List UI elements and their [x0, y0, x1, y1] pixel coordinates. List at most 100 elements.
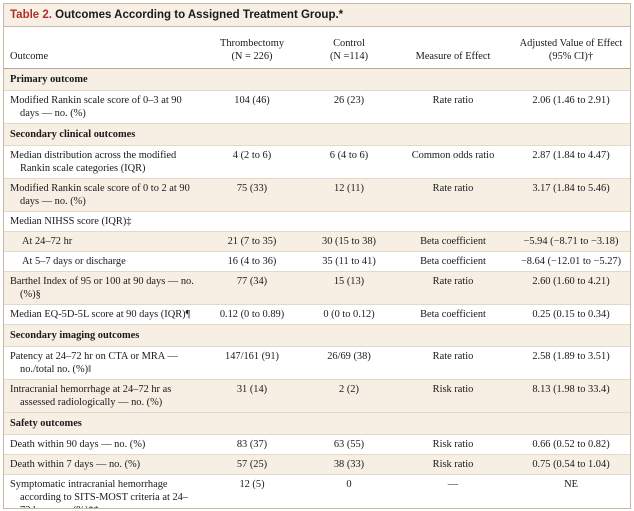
cell-adjusted: 3.17 (1.84 to 5.46) — [512, 178, 630, 212]
section-header-row: Safety outcomes — [4, 412, 630, 435]
table-frame: Table 2. Outcomes According to Assigned … — [3, 3, 631, 509]
table-row: Death within 90 days — no. (%) 83 (37) 63 … — [4, 434, 630, 455]
cell-outcome: Intracranial hemorrhage at 24–72 hr as a… — [4, 379, 200, 413]
section-header-row: Secondary clinical outcomes — [4, 123, 630, 146]
cell-control: 12 (11) — [304, 178, 394, 212]
header-measure: Measure of Effect — [394, 27, 512, 69]
cell-outcome: Barthel Index of 95 or 100 at 90 days — … — [4, 271, 200, 305]
section-header-label: Secondary clinical outcomes — [4, 123, 630, 146]
cell-measure: Beta coefficient — [394, 231, 512, 252]
cell-measure: Beta coefficient — [394, 304, 512, 325]
outcome-label: Median distribution across the modified … — [10, 150, 177, 174]
cell-thrombectomy: 75 (33) — [200, 178, 304, 212]
table-row: Intracranial hemorrhage at 24–72 hr as a… — [4, 379, 630, 413]
cell-control: 26 (23) — [304, 90, 394, 124]
cell-thrombectomy — [200, 211, 304, 232]
header-thrombectomy-n: (N = 226) — [231, 51, 273, 62]
cell-outcome: Median distribution across the modified … — [4, 145, 200, 179]
cell-thrombectomy: 147/161 (91) — [200, 346, 304, 380]
header-row: Outcome Thrombectomy (N = 226) Control (… — [4, 27, 630, 69]
cell-control: 35 (11 to 41) — [304, 251, 394, 272]
cell-control: 26/69 (38) — [304, 346, 394, 380]
cell-adjusted: 0.75 (0.54 to 1.04) — [512, 454, 630, 475]
cell-outcome: Symptomatic intracranial hemorrhage acco… — [4, 474, 200, 508]
cell-thrombectomy: 83 (37) — [200, 434, 304, 455]
cell-outcome: Patency at 24–72 hr on CTA or MRA — no./… — [4, 346, 200, 380]
cell-adjusted: 2.06 (1.46 to 2.91) — [512, 90, 630, 124]
cell-measure: Rate ratio — [394, 271, 512, 305]
table-row: Barthel Index of 95 or 100 at 90 days — … — [4, 271, 630, 305]
cell-adjusted: NE — [512, 474, 630, 508]
cell-outcome: Death within 90 days — no. (%) — [4, 434, 200, 455]
cell-thrombectomy: 12 (5) — [200, 474, 304, 508]
outcome-label: Symptomatic intracranial hemorrhage acco… — [10, 479, 189, 508]
cell-measure: Rate ratio — [394, 178, 512, 212]
cell-outcome: At 24–72 hr — [4, 231, 200, 252]
cell-thrombectomy: 0.12 (0 to 0.89) — [200, 304, 304, 325]
cell-adjusted: 0.66 (0.52 to 0.82) — [512, 434, 630, 455]
cell-adjusted — [512, 211, 630, 232]
cell-measure — [394, 211, 512, 232]
cell-control: 63 (55) — [304, 434, 394, 455]
table-row: Death within 7 days — no. (%) 57 (25) 38 (… — [4, 454, 630, 475]
table-title-bar: Table 2. Outcomes According to Assigned … — [4, 4, 630, 27]
cell-control: 0 — [304, 474, 394, 508]
header-control-n: (N =114) — [329, 51, 369, 62]
cell-outcome: Modified Rankin scale score of 0–3 at 90… — [4, 90, 200, 124]
section-header-label: Primary outcome — [4, 68, 630, 91]
cell-control: 15 (13) — [304, 271, 394, 305]
outcome-label: Barthel Index of 95 or 100 at 90 days — … — [10, 276, 194, 300]
outcome-label: Modified Rankin scale score of 0 to 2 at… — [10, 183, 190, 207]
cell-thrombectomy: 21 (7 to 35) — [200, 231, 304, 252]
outcome-label: Death within 7 days — no. (%) — [10, 459, 141, 470]
outcome-label: Modified Rankin scale score of 0–3 at 90… — [10, 95, 182, 119]
table-row: Median EQ-5D-5L score at 90 days (IQR)¶ 0… — [4, 304, 630, 325]
outcome-label: Death within 90 days — no. (%) — [10, 439, 146, 450]
cell-thrombectomy: 31 (14) — [200, 379, 304, 413]
table-row: Median distribution across the modified … — [4, 145, 630, 179]
cell-outcome: Modified Rankin scale score of 0 to 2 at… — [4, 178, 200, 212]
cell-control: 0 (0 to 0.12) — [304, 304, 394, 325]
header-outcome: Outcome — [4, 27, 200, 69]
cell-measure: Risk ratio — [394, 434, 512, 455]
table-subrow: At 5–7 days or discharge 16 (4 to 36) 35 (… — [4, 251, 630, 272]
header-adjusted-ci: (95% CI)† — [548, 51, 594, 62]
outcome-label: Patency at 24–72 hr on CTA or MRA — no./… — [10, 351, 178, 375]
cell-control: 6 (4 to 6) — [304, 145, 394, 179]
outcome-label: Median EQ-5D-5L score at 90 days (IQR)¶ — [10, 309, 191, 320]
cell-control: 2 (2) — [304, 379, 394, 413]
outcome-label: At 24–72 hr — [22, 236, 73, 247]
cell-outcome: Median NIHSS score (IQR)‡ — [4, 211, 200, 232]
cell-thrombectomy: 4 (2 to 6) — [200, 145, 304, 179]
cell-adjusted: 0.25 (0.15 to 0.34) — [512, 304, 630, 325]
cell-thrombectomy: 57 (25) — [200, 454, 304, 475]
table-row: Modified Rankin scale score of 0 to 2 at… — [4, 178, 630, 212]
section-header-label: Secondary imaging outcomes — [4, 324, 630, 347]
header-thrombectomy: Thrombectomy (N = 226) — [200, 27, 304, 69]
header-adjusted: Adjusted Value of Effect (95% CI)† — [512, 27, 630, 69]
cell-control — [304, 211, 394, 232]
cell-outcome: Median EQ-5D-5L score at 90 days (IQR)¶ — [4, 304, 200, 325]
cell-measure: Beta coefficient — [394, 251, 512, 272]
cell-adjusted: 2.58 (1.89 to 3.51) — [512, 346, 630, 380]
cell-outcome: Death within 7 days — no. (%) — [4, 454, 200, 475]
outcome-label: Intracranial hemorrhage at 24–72 hr as a… — [10, 384, 172, 408]
cell-adjusted: 2.87 (1.84 to 4.47) — [512, 145, 630, 179]
cell-outcome: At 5–7 days or discharge — [4, 251, 200, 272]
cell-adjusted: −5.94 (−8.71 to −3.18) — [512, 231, 630, 252]
cell-thrombectomy: 104 (46) — [200, 90, 304, 124]
cell-measure: — — [394, 474, 512, 508]
header-control-name: Control — [333, 38, 365, 49]
header-adjusted-name: Adjusted Value of Effect — [519, 38, 623, 49]
cell-adjusted: −8.64 (−12.01 to −5.27) — [512, 251, 630, 272]
cell-adjusted: 2.60 (1.60 to 4.21) — [512, 271, 630, 305]
table-row: Symptomatic intracranial hemorrhage acco… — [4, 474, 630, 508]
cell-adjusted: 8.13 (1.98 to 33.4) — [512, 379, 630, 413]
table-row: Modified Rankin scale score of 0–3 at 90… — [4, 90, 630, 124]
cell-measure: Rate ratio — [394, 346, 512, 380]
outcome-label: At 5–7 days or discharge — [22, 256, 126, 267]
table-row: Median NIHSS score (IQR)‡ — [4, 211, 630, 232]
table-number: Table 2. — [10, 9, 52, 21]
table-row: Patency at 24–72 hr on CTA or MRA — no./… — [4, 346, 630, 380]
cell-measure: Risk ratio — [394, 454, 512, 475]
